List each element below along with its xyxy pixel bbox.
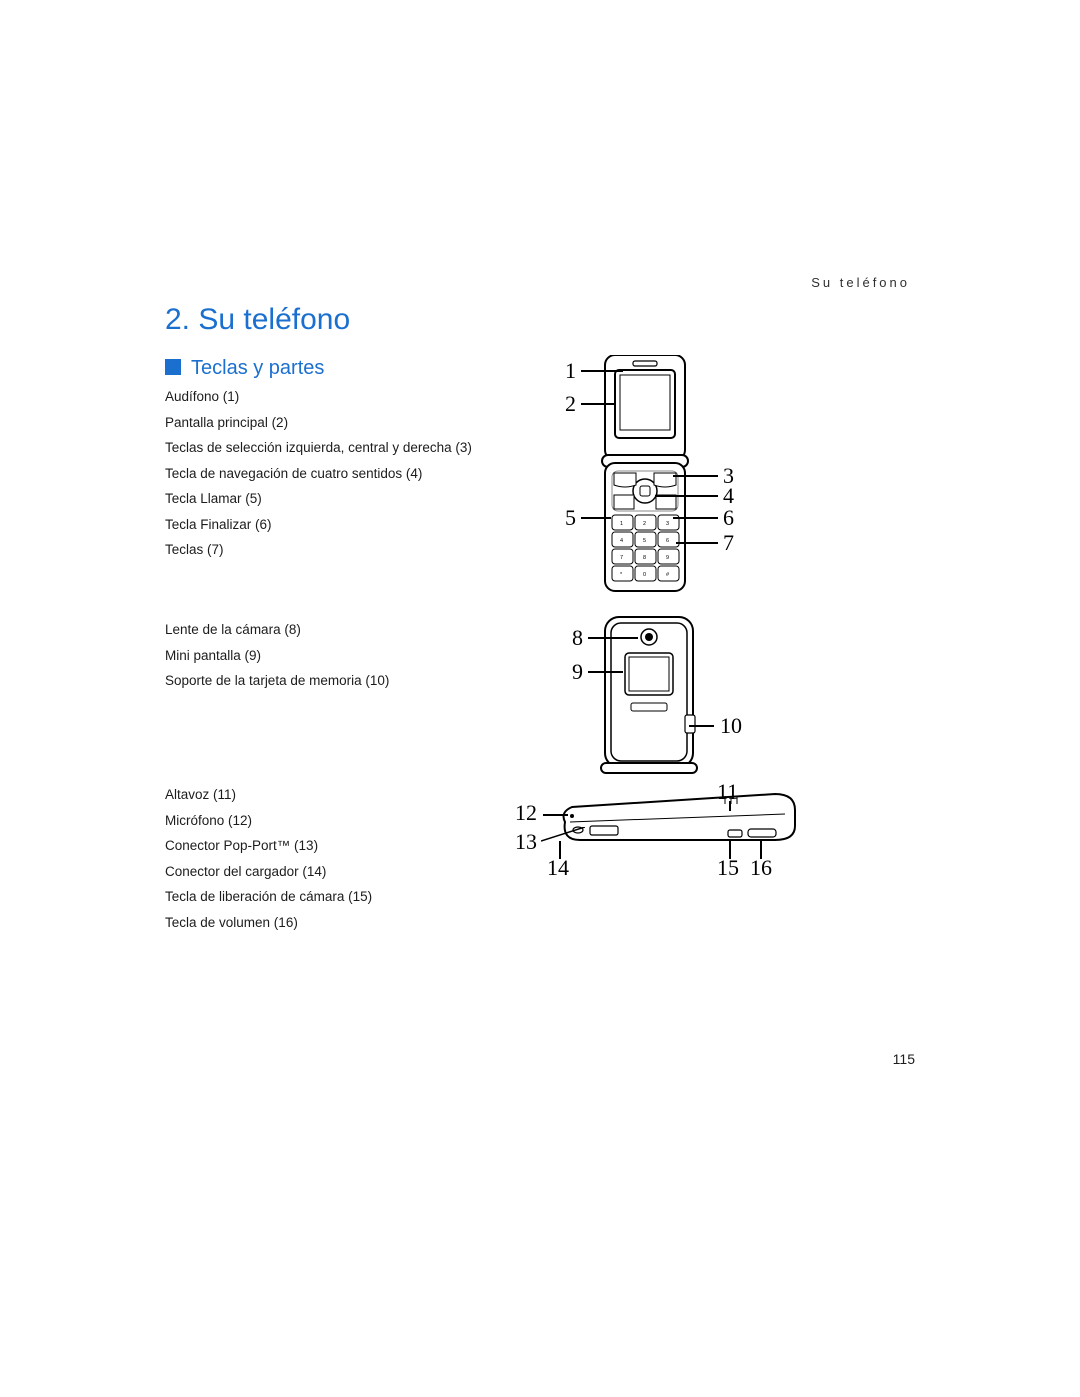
callout-6: 6 bbox=[723, 505, 734, 531]
list-item: Audífono (1) bbox=[165, 387, 535, 407]
list-item: Soporte de la tarjeta de memoria (10) bbox=[165, 671, 535, 691]
parts-list-group-1: Audífono (1) Pantalla principal (2) Tecl… bbox=[165, 387, 535, 566]
list-item: Teclas (7) bbox=[165, 540, 535, 560]
callout-9: 9 bbox=[572, 659, 583, 685]
parts-list-group-3: Altavoz (11) Micrófono (12) Conector Pop… bbox=[165, 785, 535, 938]
svg-text:8: 8 bbox=[643, 555, 646, 561]
page-number: 115 bbox=[893, 1051, 915, 1067]
callout-16: 16 bbox=[750, 855, 772, 881]
list-item: Tecla Llamar (5) bbox=[165, 489, 535, 509]
callout-11: 11 bbox=[717, 779, 738, 805]
svg-text:7: 7 bbox=[620, 555, 623, 561]
section-title-text: Teclas y partes bbox=[191, 357, 324, 379]
callout-10: 10 bbox=[720, 713, 742, 739]
callout-14: 14 bbox=[547, 855, 569, 881]
svg-text:9: 9 bbox=[666, 555, 669, 561]
list-item: Tecla de navegación de cuatro sentidos (… bbox=[165, 464, 535, 484]
callout-15: 15 bbox=[717, 855, 739, 881]
list-item: Pantalla principal (2) bbox=[165, 413, 535, 433]
list-item: Altavoz (11) bbox=[165, 785, 535, 805]
list-item: Teclas de selección izquierda, central y… bbox=[165, 438, 535, 458]
svg-text:1: 1 bbox=[620, 521, 623, 527]
svg-text:0: 0 bbox=[643, 572, 646, 578]
parts-list-group-2: Lente de la cámara (8) Mini pantalla (9)… bbox=[165, 620, 535, 697]
list-item: Conector del cargador (14) bbox=[165, 862, 535, 882]
list-item: Micrófono (12) bbox=[165, 811, 535, 831]
callout-12: 12 bbox=[515, 800, 537, 826]
svg-text:3: 3 bbox=[666, 521, 669, 527]
running-header: Su teléfono bbox=[811, 275, 910, 290]
list-item: Tecla de volumen (16) bbox=[165, 913, 535, 933]
list-item: Mini pantalla (9) bbox=[165, 646, 535, 666]
svg-text:6: 6 bbox=[666, 538, 669, 544]
section-title: Teclas y partes bbox=[165, 357, 324, 380]
section-bullet-icon bbox=[165, 359, 181, 375]
svg-text:5: 5 bbox=[643, 538, 646, 544]
phone-side-diagram: 11 12 13 14 15 16 bbox=[495, 782, 855, 897]
list-item: Tecla Finalizar (6) bbox=[165, 515, 535, 535]
chapter-title: 2. Su teléfono bbox=[165, 303, 350, 337]
callout-7: 7 bbox=[723, 530, 734, 556]
callout-8: 8 bbox=[572, 625, 583, 651]
list-item: Tecla de liberación de cámara (15) bbox=[165, 887, 535, 907]
list-item: Conector Pop-Port™ (13) bbox=[165, 836, 535, 856]
callout-2: 2 bbox=[565, 391, 576, 417]
svg-text:2: 2 bbox=[643, 521, 646, 527]
svg-text:4: 4 bbox=[620, 538, 623, 544]
callout-5: 5 bbox=[565, 505, 576, 531]
phone-front-open-diagram: 123 456 789 *0# 1 2 3 4 5 6 7 bbox=[530, 355, 855, 605]
callout-1: 1 bbox=[565, 358, 576, 384]
list-item: Lente de la cámara (8) bbox=[165, 620, 535, 640]
phone-closed-front-diagram: 8 9 10 bbox=[530, 615, 855, 785]
callout-13: 13 bbox=[515, 829, 537, 855]
